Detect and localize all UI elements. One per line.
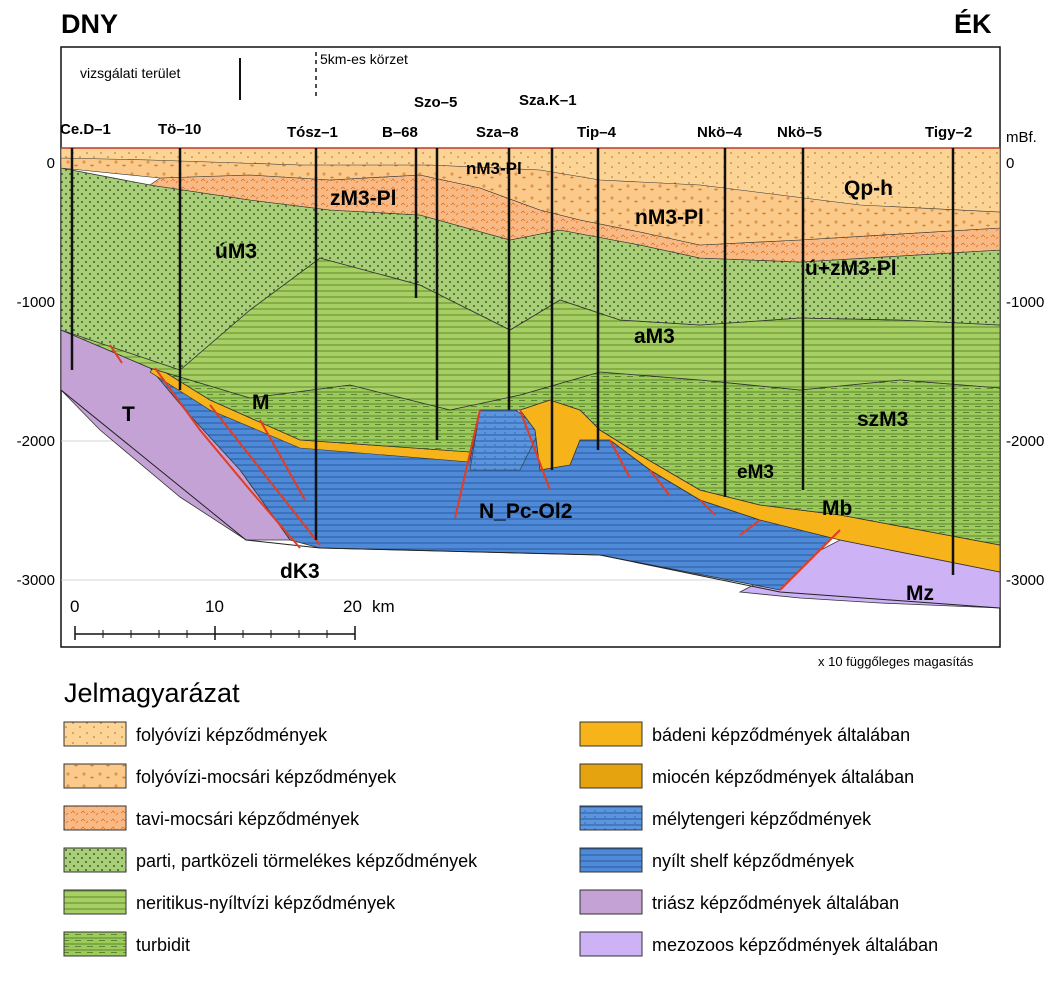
legend-swatch-lake-marsh <box>63 805 127 831</box>
well-label: B–68 <box>382 124 418 141</box>
legend-item-label: folyóvízi-mocsári képződmények <box>136 767 397 787</box>
depth-axis-left: 0 -1000 -2000 -3000 <box>17 155 55 589</box>
well-label: Tigy–2 <box>925 124 972 141</box>
scale-unit-label: km <box>372 597 395 616</box>
legend-swatch-fluvial-marsh <box>63 763 127 789</box>
legend-swatch-mesozoic <box>579 931 643 957</box>
geologic-section <box>60 147 1001 609</box>
vertical-exaggeration-note: x 10 függőleges magasítás <box>818 654 974 669</box>
unit-label: M <box>252 391 270 414</box>
legend-swatch-miocene <box>579 763 643 789</box>
legend-swatch-neritic <box>63 889 127 915</box>
unit-label: N_Pc-Ol2 <box>479 500 572 523</box>
legend-swatch-coastal <box>63 847 127 873</box>
legend-item-label: mezozoos képződmények általában <box>652 935 938 955</box>
legend-title: Jelmagyarázat <box>64 678 240 708</box>
well-label: Nkö–5 <box>777 124 822 141</box>
well-label: Ce.D–1 <box>60 121 111 138</box>
depth-tick-label: -3000 <box>1006 572 1044 589</box>
unit-label: dK3 <box>280 560 320 583</box>
depth-unit-label: mBf. <box>1006 129 1037 146</box>
legend-item-label: mélytengeri képződmények <box>652 809 872 829</box>
unit-label: aM3 <box>634 325 675 348</box>
scale-tick-label: 0 <box>70 597 79 616</box>
orientation-right-label: ÉK <box>954 8 992 39</box>
faults <box>109 344 841 591</box>
orientation-left-label: DNY <box>61 9 118 39</box>
legend-item-label: triász képződmények általában <box>652 893 899 913</box>
depth-tick-label: -3000 <box>17 572 55 589</box>
unit-label: zM3-Pl <box>330 187 397 210</box>
unit-label: Qp-h <box>844 177 893 200</box>
unit-label: ú+zM3-Pl <box>805 257 897 280</box>
unit-labels: Qp-h nM3-Pl zM3-Pl nM3-Pl úM3 ú+zM3-Pl a… <box>122 159 934 605</box>
scale-tick-label: 20 <box>343 597 362 616</box>
scale-bar: 0 10 20 km <box>70 597 395 640</box>
well-label: Sza–8 <box>476 124 519 141</box>
study-area-label: vizsgálati terület <box>80 65 180 81</box>
well-label: Tósz–1 <box>287 124 338 141</box>
unit-label: eM3 <box>737 462 774 483</box>
legend-item-label: tavi-mocsári képződmények <box>136 809 360 829</box>
depth-tick-label: -1000 <box>1006 294 1044 311</box>
depth-axis-right: mBf. 0 -1000 -2000 -3000 <box>1006 129 1044 589</box>
legend-item-label: parti, partközeli törmelékes képződménye… <box>136 851 478 871</box>
legend-swatch-open-shelf <box>579 847 643 873</box>
legend-swatch-triassic <box>579 889 643 915</box>
legend-swatch-badenian <box>579 721 643 747</box>
unit-label: úM3 <box>215 240 257 263</box>
well-bores <box>70 148 955 575</box>
legend-item-label: miocén képződmények általában <box>652 767 914 787</box>
legend-swatch-fluvial <box>63 721 127 747</box>
legend-swatch-turbidite <box>63 931 127 957</box>
depth-tick-label: 0 <box>47 155 55 172</box>
depth-tick-label: -2000 <box>17 433 55 450</box>
well-label: Sza.K–1 <box>519 92 577 109</box>
legend-item-label: nyílt shelf képződmények <box>652 851 855 871</box>
scale-tick-label: 10 <box>205 597 224 616</box>
legend-item-label: neritikus-nyíltvízi képződmények <box>136 893 396 913</box>
zone-5km-label: 5km-es körzet <box>320 51 408 67</box>
unit-label: szM3 <box>857 408 908 431</box>
legend-item-label: bádeni képződmények általában <box>652 725 910 745</box>
well-label: Szo–5 <box>414 94 457 111</box>
legend-item-label: folyóvízi képződmények <box>136 725 328 745</box>
depth-tick-label: 0 <box>1006 155 1014 172</box>
unit-label: nM3-Pl <box>466 159 522 178</box>
legend-item-label: turbidit <box>136 935 190 955</box>
legend-swatch-deep-sea <box>579 805 643 831</box>
depth-tick-label: -1000 <box>17 294 55 311</box>
well-label: Nkö–4 <box>697 124 743 141</box>
unit-label: nM3-Pl <box>635 206 704 229</box>
well-labels: Ce.D–1 Tö–10 Tósz–1 B–68 Szo–5 Sza–8 Sza… <box>60 92 972 141</box>
well-label: Tip–4 <box>577 124 617 141</box>
well-label: Tö–10 <box>158 121 201 138</box>
unit-label: T <box>122 403 135 426</box>
unit-label: Mb <box>822 497 852 520</box>
basement-base-line <box>60 389 1001 609</box>
legend: Jelmagyarázat folyóvízi képződmények fol… <box>63 678 938 957</box>
fluvial-top-body <box>60 147 1001 213</box>
depth-tick-label: -2000 <box>1006 433 1044 450</box>
unit-label: Mz <box>906 582 934 605</box>
